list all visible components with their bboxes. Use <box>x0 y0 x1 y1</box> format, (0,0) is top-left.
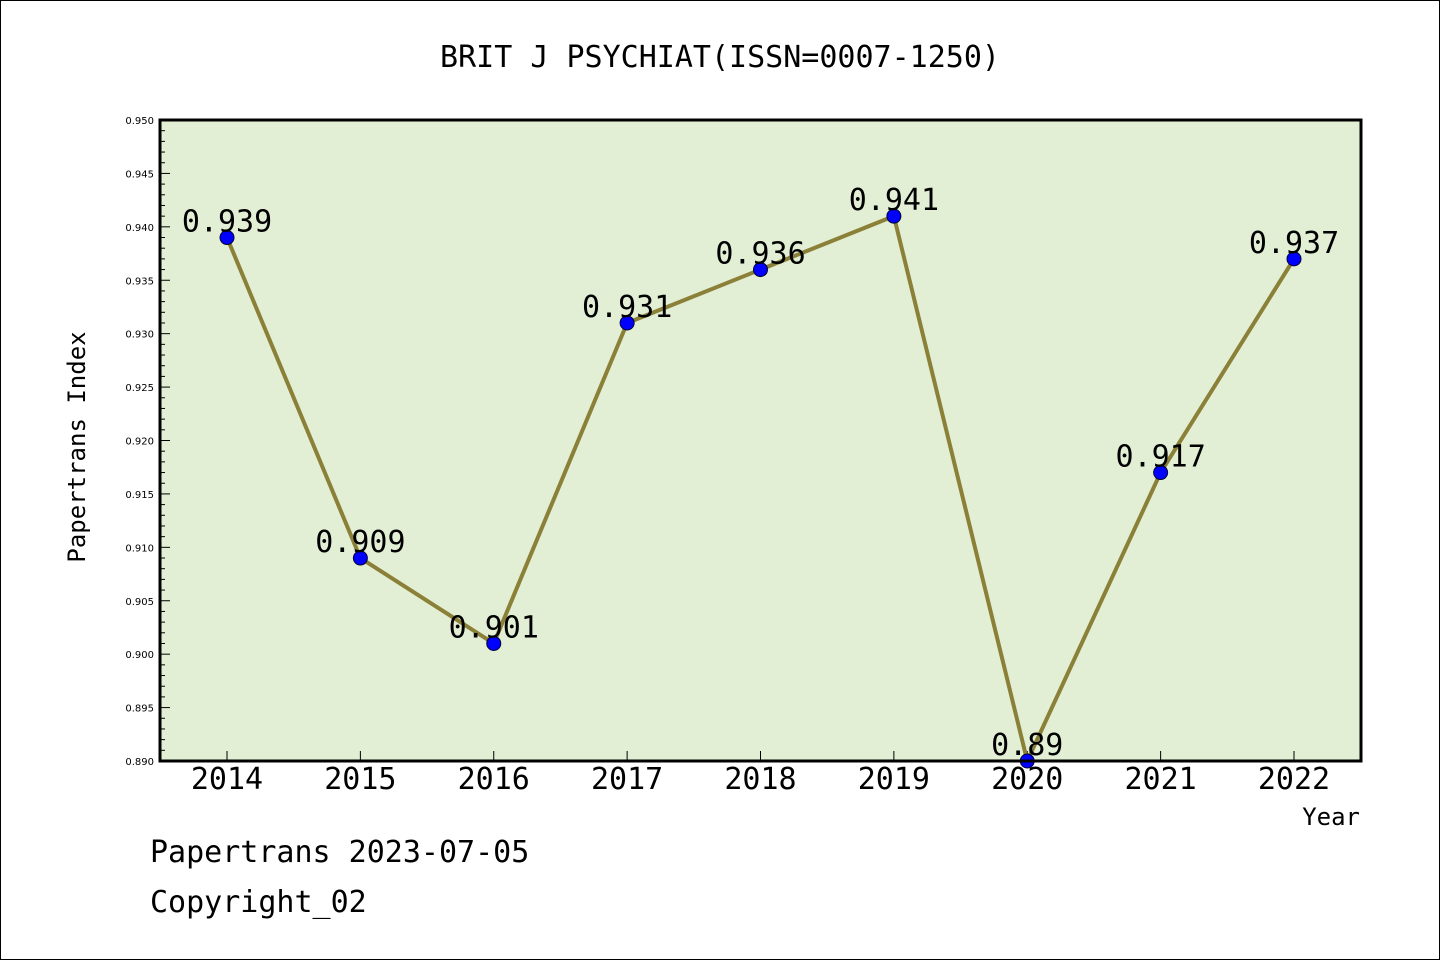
data-labels: 0.939 0.909 0.901 0.931 0.936 0.941 0.89 0.917 0… <box>182 183 1339 763</box>
data-point <box>886 208 902 224</box>
data-point <box>352 550 368 566</box>
y-tick-label: 0.930 <box>125 330 154 341</box>
data-label: 0.937 <box>1249 226 1339 261</box>
x-axis: 2014 2015 2016 2017 2018 2019 2020 2021 2022 <box>191 751 1330 797</box>
y-tick-label: 0.935 <box>125 276 154 287</box>
y-tick-label: 0.940 <box>125 223 154 234</box>
y-tick-label: 0.895 <box>125 704 154 715</box>
y-tick-label: 0.920 <box>125 437 154 448</box>
plot-border <box>158 118 1363 763</box>
y-tick-label: 0.925 <box>125 383 154 394</box>
y-tick-label: 0.945 <box>125 169 154 180</box>
y-axis-label: Papertrans Index <box>63 331 91 562</box>
x-tick-label: 2019 <box>858 762 930 797</box>
data-label: 0.941 <box>849 183 939 218</box>
y-tick-label: 0.905 <box>125 597 154 608</box>
footer-date: Papertrans 2023-07-05 <box>150 835 530 870</box>
data-point <box>753 262 768 278</box>
y-tick-label: 0.910 <box>125 543 154 554</box>
data-label: 0.909 <box>315 525 405 560</box>
footer-copyright: Copyright_02 <box>150 885 367 920</box>
data-point <box>219 230 235 246</box>
data-point <box>1153 465 1169 481</box>
y-tick-label: 0.900 <box>125 650 154 661</box>
data-label: 0.936 <box>715 237 805 272</box>
data-points <box>219 208 1302 769</box>
y-tick-label: 0.915 <box>125 490 154 501</box>
chart-title: BRIT J PSYCHIAT(ISSN=0007-1250) <box>440 40 1000 75</box>
x-tick-label: 2014 <box>191 762 263 797</box>
data-label: 0.89 <box>991 728 1063 763</box>
data-point <box>619 315 635 331</box>
y-axis: 0.890 0.895 0.900 0.905 0.910 0.915 0.920 0.925… <box>125 116 170 768</box>
x-tick-label: 2021 <box>1125 762 1197 797</box>
data-point <box>486 635 502 651</box>
data-label: 0.931 <box>582 290 672 325</box>
x-axis-label: Year <box>1302 803 1360 831</box>
y-tick-label: 0.890 <box>125 757 154 768</box>
y-tick-label: 0.950 <box>125 116 154 127</box>
x-tick-label: 2016 <box>458 762 530 797</box>
x-tick-label: 2018 <box>724 762 796 797</box>
data-label: 0.939 <box>182 205 272 240</box>
x-tick-label: 2017 <box>591 762 663 797</box>
data-label: 0.901 <box>449 610 539 645</box>
data-point <box>1286 251 1302 267</box>
data-label: 0.917 <box>1115 440 1205 475</box>
x-tick-label: 2022 <box>1258 762 1330 797</box>
plot-area <box>160 120 1361 761</box>
x-tick-label: 2015 <box>324 762 396 797</box>
